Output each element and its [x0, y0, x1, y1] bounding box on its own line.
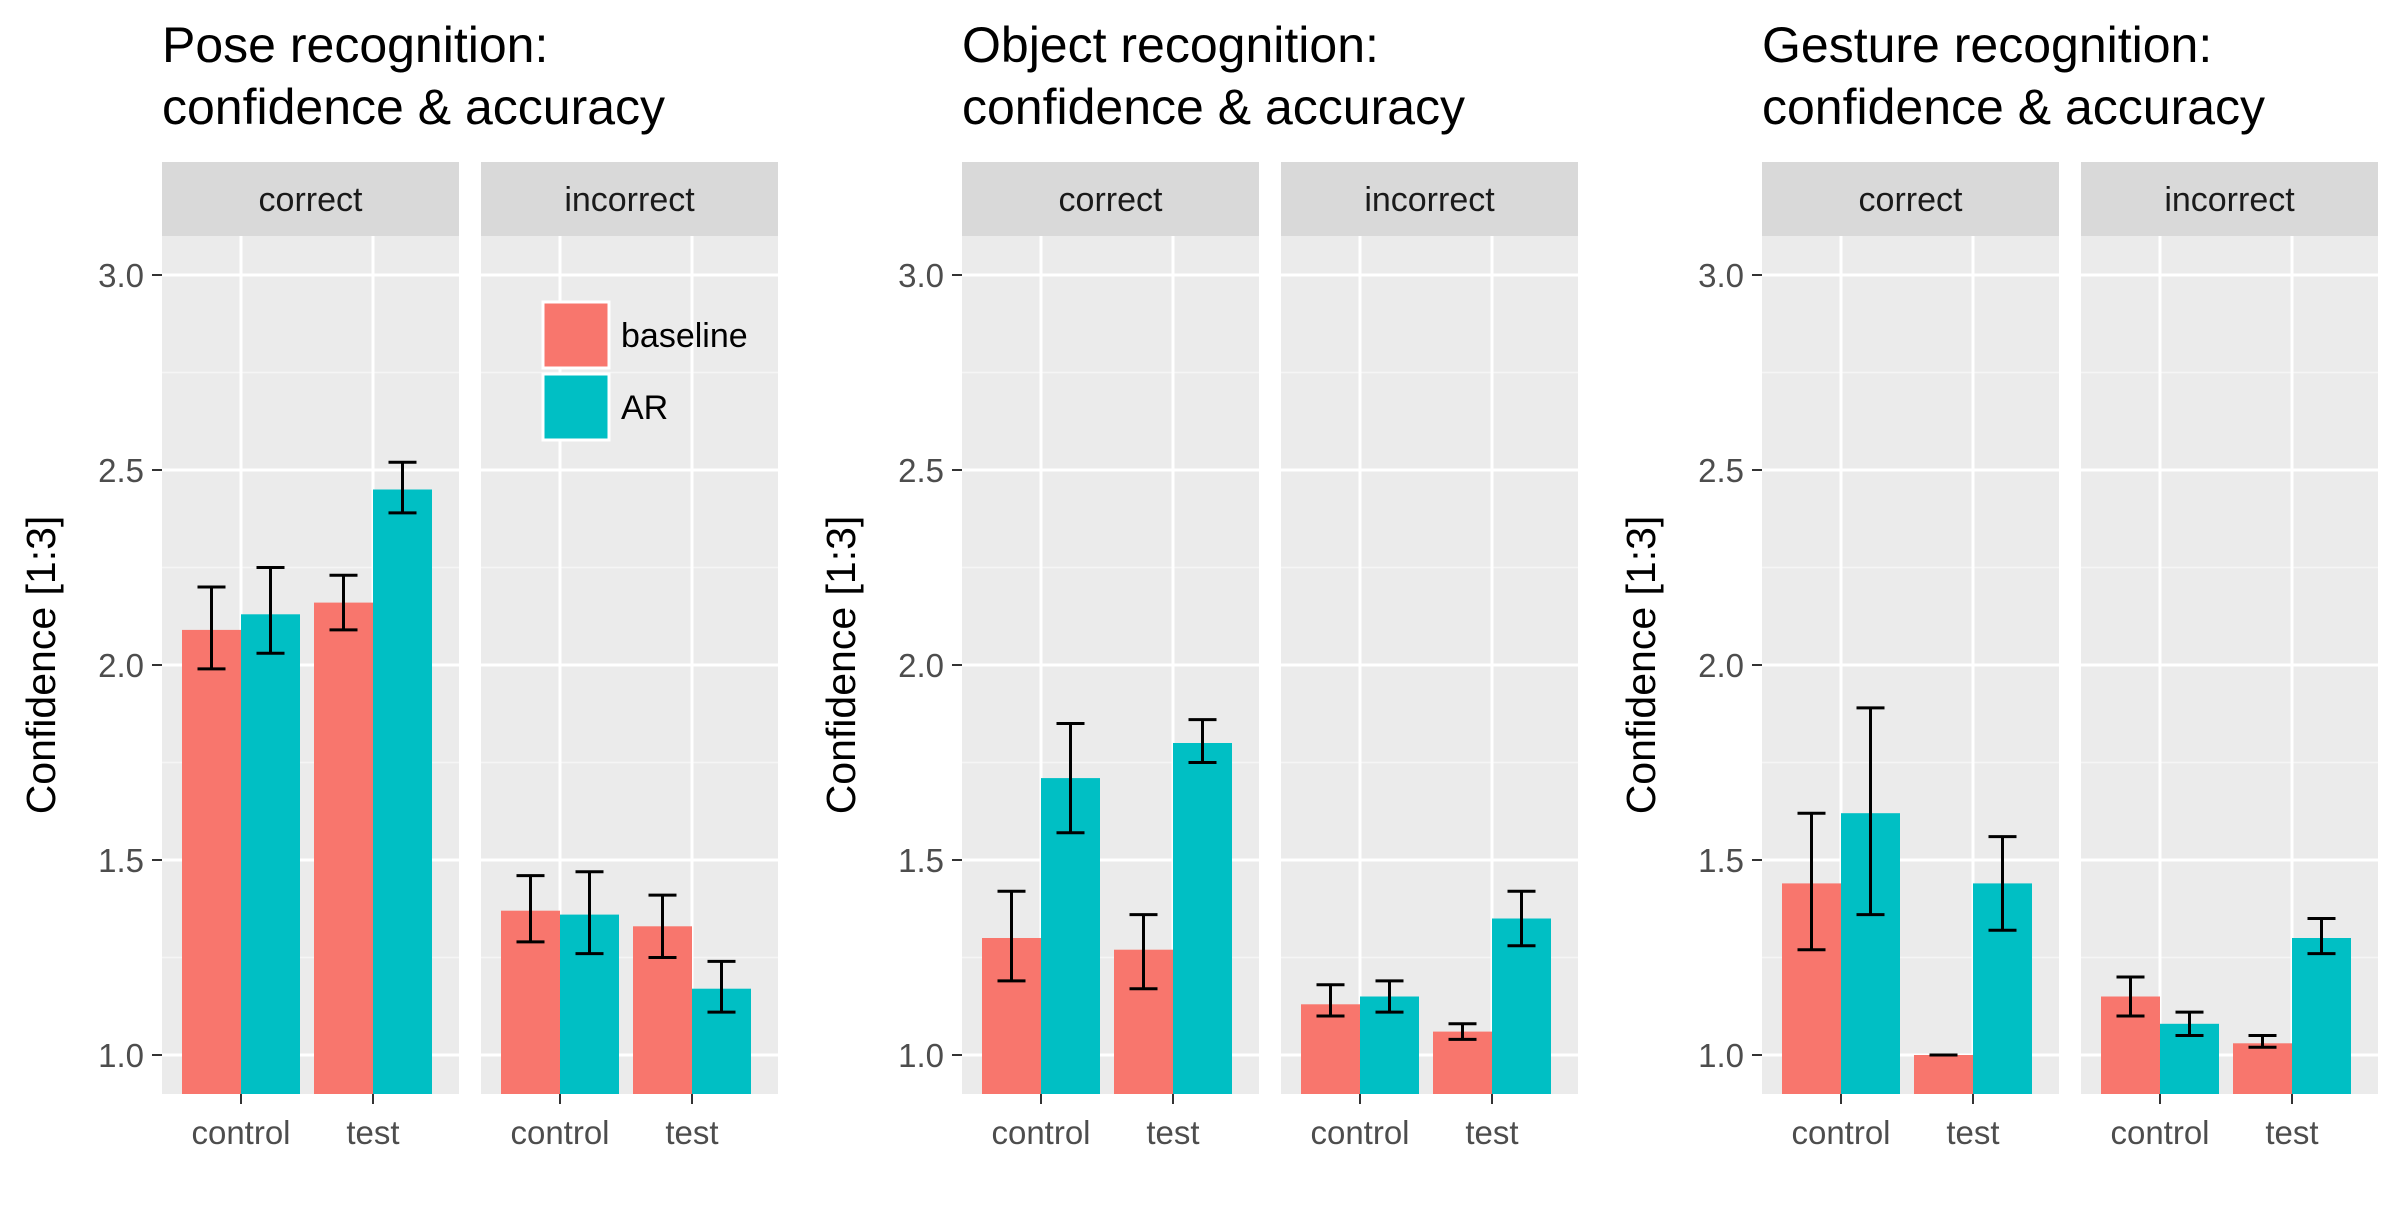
y-tick-label: 2.0	[1698, 647, 1744, 684]
x-tick-label: test	[1946, 1114, 1999, 1151]
facet-strip-label: incorrect	[564, 181, 695, 219]
error-bar-AR-control	[1056, 722, 1085, 835]
x-tick-label: test	[346, 1114, 399, 1151]
facet-strip	[1281, 162, 1578, 236]
x-tick-label: control	[1791, 1114, 1890, 1151]
y-tick-label: 2.5	[98, 452, 144, 489]
bar-baseline-test	[314, 602, 373, 1094]
error-bar-AR-test	[707, 959, 736, 1014]
x-tick-label: test	[665, 1114, 718, 1151]
chart-block-1: Object recognition: confidence & accuracy…	[818, 17, 1578, 1151]
error-bar-AR-control	[1856, 706, 1885, 917]
error-bar-baseline-test	[329, 573, 358, 632]
facet-panel-incorrect: incorrect control test	[2081, 162, 2378, 1151]
error-bar-baseline-test	[1129, 913, 1158, 991]
y-tick-label: 1.5	[1698, 842, 1744, 879]
bar-AR-test	[1173, 743, 1232, 1094]
error-bar-baseline-control	[1316, 983, 1345, 1018]
chart-title-line-1: confidence & accuracy	[962, 79, 1465, 135]
chart-title-line-0: Pose recognition:	[162, 17, 548, 73]
bar-AR-test	[1492, 918, 1551, 1094]
bar-baseline-test	[2233, 1043, 2292, 1094]
error-bar-baseline-control	[1797, 811, 1826, 952]
error-bar-baseline-test	[2248, 1034, 2277, 1049]
y-tick-label: 2.0	[98, 647, 144, 684]
chart-title-line-0: Object recognition:	[962, 17, 1379, 73]
facet-strip-label: correct	[1859, 181, 1963, 219]
facet-strip	[481, 162, 778, 236]
bar-AR-test	[373, 489, 432, 1094]
bar-baseline-test	[1433, 1031, 1492, 1094]
error-bar-baseline-control	[997, 889, 1026, 983]
bar-baseline-test	[1914, 1055, 1973, 1094]
legend-label-AR: AR	[621, 389, 668, 427]
error-bar-AR-control	[575, 870, 604, 956]
facet-panel-correct: correct control test	[1762, 162, 2059, 1151]
facet-panel-incorrect: incorrect control test	[1281, 162, 1578, 1151]
bar-AR-control	[241, 614, 300, 1094]
y-tick-label: 1.0	[1698, 1037, 1744, 1074]
facet-strip-label: incorrect	[1364, 181, 1495, 219]
x-tick-label: control	[510, 1114, 609, 1151]
y-tick-label: 3.0	[1698, 257, 1744, 294]
x-tick-label: test	[1465, 1114, 1518, 1151]
y-tick-label: 2.5	[1698, 452, 1744, 489]
error-bar-AR-test	[1507, 889, 1536, 948]
facet-strip-label: correct	[259, 181, 363, 219]
facet-strip-label: correct	[1059, 181, 1163, 219]
error-bar-AR-test	[2307, 917, 2336, 956]
error-bar-AR-control	[1375, 979, 1404, 1014]
x-tick-label: control	[2110, 1114, 2209, 1151]
chart-block-0: Pose recognition: confidence & accuracy Co…	[18, 17, 778, 1151]
facet-strip	[162, 162, 459, 236]
x-tick-label: test	[1146, 1114, 1199, 1151]
x-tick-label: control	[991, 1114, 1090, 1151]
facet-strip	[2081, 162, 2378, 236]
bar-AR-test	[2292, 938, 2351, 1094]
y-tick-label: 1.5	[898, 842, 944, 879]
facet-panel-correct: correct control test	[162, 162, 459, 1151]
error-bar-baseline-test	[648, 893, 677, 959]
x-tick-label: control	[1310, 1114, 1409, 1151]
error-bar-baseline-control	[2116, 975, 2145, 1018]
bar-baseline-control	[182, 629, 241, 1094]
facet-strip	[962, 162, 1259, 236]
error-bar-baseline-control	[197, 585, 226, 671]
error-bar-AR-test	[1988, 835, 2017, 932]
facet-panel-correct: correct control test	[962, 162, 1259, 1151]
y-axis-title: Confidence [1:3]	[1618, 516, 1664, 815]
y-tick-label: 3.0	[98, 257, 144, 294]
x-tick-label: control	[191, 1114, 290, 1151]
chart-title-line-1: confidence & accuracy	[162, 79, 665, 135]
y-tick-label: 2.5	[898, 452, 944, 489]
legend-key-baseline	[541, 300, 611, 370]
error-bar-baseline-control	[516, 874, 545, 944]
y-axis-title: Confidence [1:3]	[18, 516, 64, 815]
legend-label-baseline: baseline	[621, 317, 748, 355]
facet-panel-incorrect: incorrect control test baseline AR	[481, 162, 778, 1151]
x-tick-label: test	[2265, 1114, 2318, 1151]
chart-title-line-0: Gesture recognition:	[1762, 17, 2212, 73]
error-bar-baseline-test	[1448, 1022, 1477, 1041]
chart-block-2: Gesture recognition: confidence & accurac…	[1618, 17, 2378, 1151]
error-bar-AR-test	[1188, 718, 1217, 764]
facet-strip-label: incorrect	[2164, 181, 2295, 219]
legend-key-AR	[541, 372, 611, 442]
legend: baseline AR	[541, 300, 748, 442]
y-tick-label: 1.0	[898, 1037, 944, 1074]
error-bar-AR-control	[2175, 1010, 2204, 1037]
y-tick-label: 2.0	[898, 647, 944, 684]
error-bar-AR-test	[388, 460, 417, 515]
y-axis-title: Confidence [1:3]	[818, 516, 864, 815]
chart-title-line-1: confidence & accuracy	[1762, 79, 2265, 135]
error-bar-AR-control	[256, 566, 285, 655]
bar-baseline-control	[1301, 1004, 1360, 1094]
facet-strip	[1762, 162, 2059, 236]
y-tick-label: 3.0	[898, 257, 944, 294]
y-tick-label: 1.5	[98, 842, 144, 879]
y-tick-label: 1.0	[98, 1037, 144, 1074]
